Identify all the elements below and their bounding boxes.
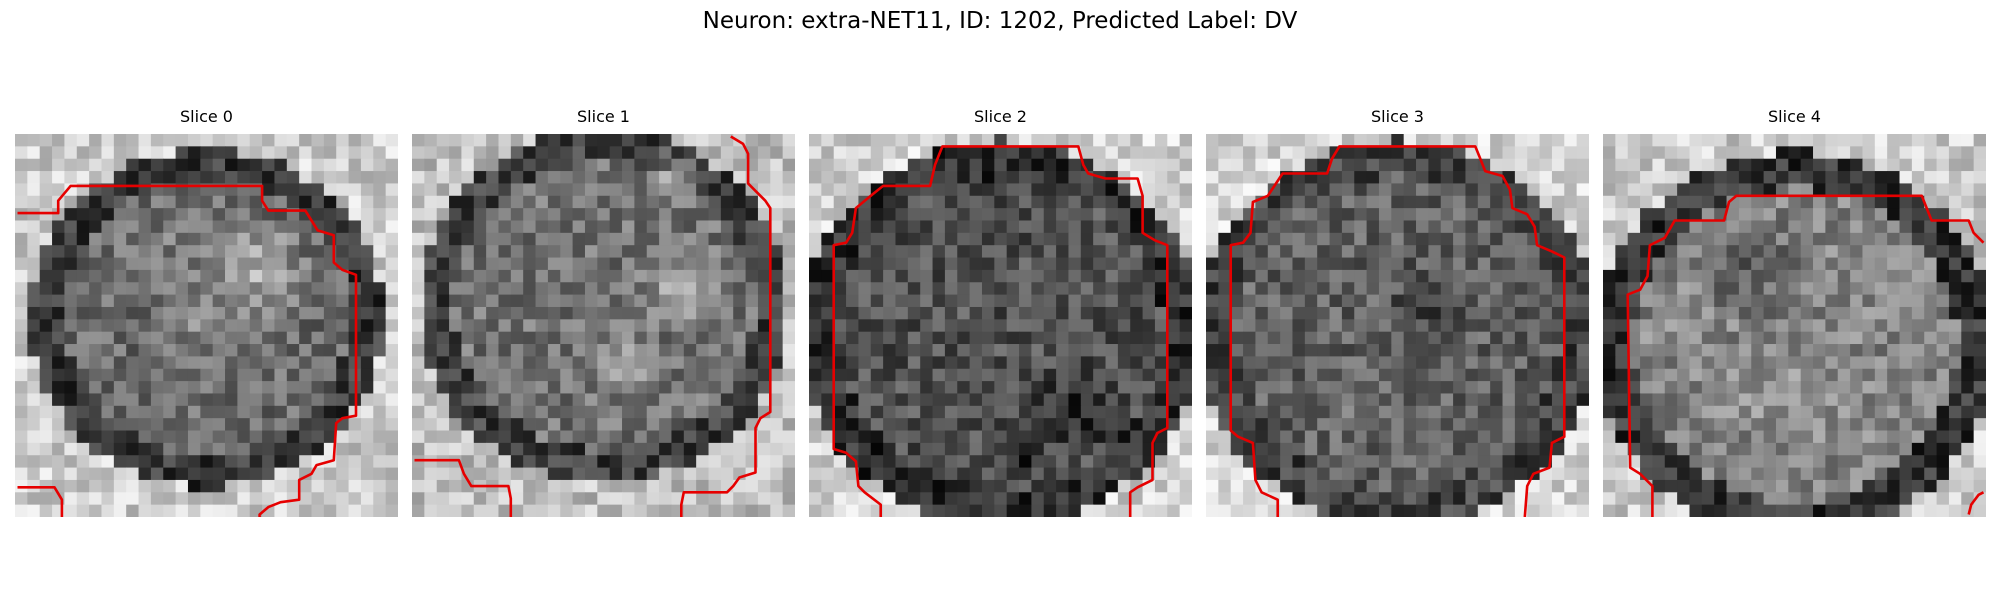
contour-line	[17, 485, 64, 517]
slice-title-1: Slice 1	[577, 107, 630, 126]
contour-line	[17, 184, 358, 517]
slice-image-1	[412, 134, 795, 517]
contour-line	[679, 135, 772, 517]
contour-line	[1229, 145, 1566, 517]
slice-image-4	[1603, 134, 1986, 517]
slice-image-2	[809, 134, 1192, 517]
contour-line	[414, 458, 513, 517]
slice-panel-1: Slice 1	[412, 107, 795, 517]
slice-image-3	[1206, 134, 1589, 517]
slice-panel-0: Slice 0	[15, 107, 398, 517]
slice-title-3: Slice 3	[1371, 107, 1424, 126]
slice-title-0: Slice 0	[180, 107, 233, 126]
contour-line	[1967, 491, 1985, 515]
figure-title: Neuron: extra-NET11, ID: 1202, Predicted…	[702, 8, 1298, 34]
slice-title-2: Slice 2	[974, 107, 1027, 126]
slice-title-4: Slice 4	[1768, 107, 1821, 126]
contour-line	[1626, 194, 1985, 517]
slice-panel-2: Slice 2	[809, 107, 1192, 517]
contour-line	[832, 145, 1169, 517]
slice-image-0	[15, 134, 398, 517]
slice-panel-3: Slice 3	[1206, 107, 1589, 517]
slice-panel-4: Slice 4	[1603, 107, 1986, 517]
